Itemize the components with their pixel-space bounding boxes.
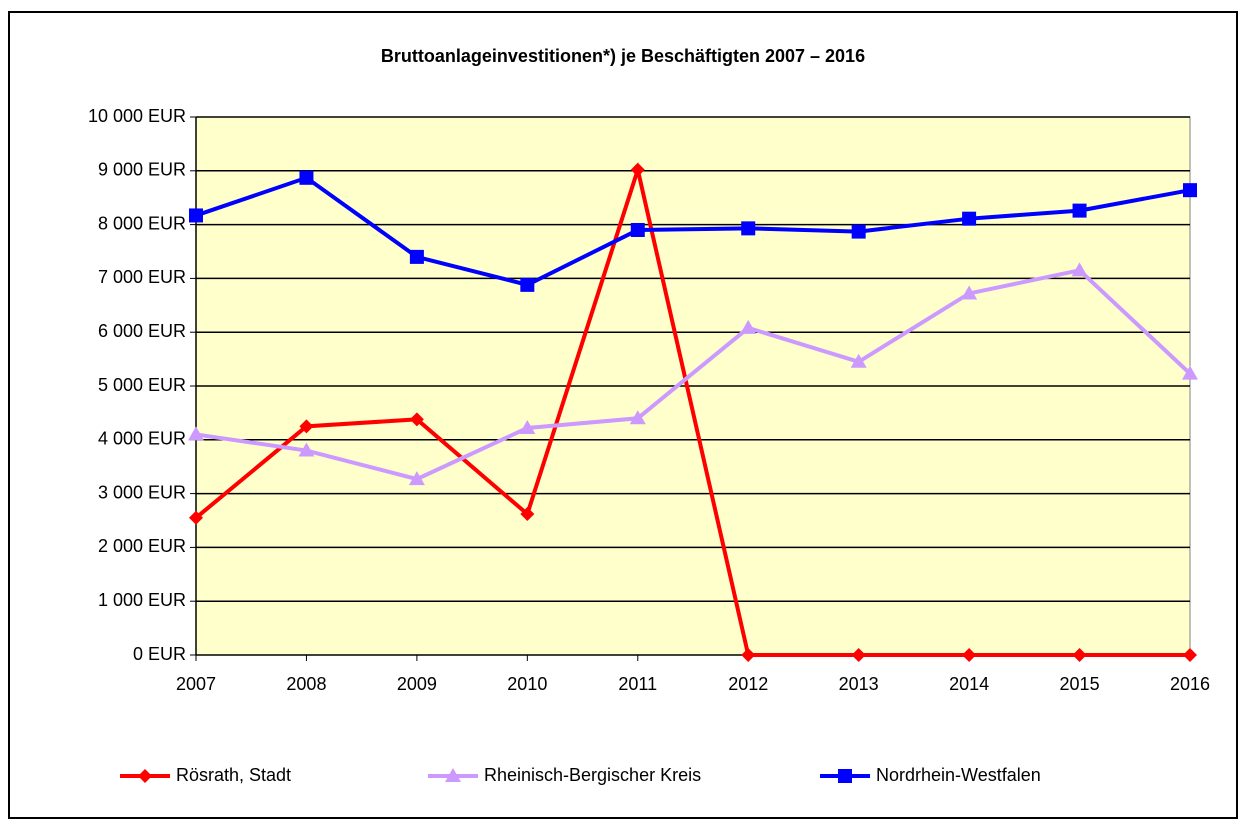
x-tick-label: 2016 [1170,674,1210,694]
x-tick-label: 2013 [839,674,879,694]
x-tick-label: 2008 [286,674,326,694]
marker [519,419,536,434]
legend-label: Rheinisch-Bergischer Kreis [484,765,701,785]
marker [299,170,314,185]
marker [520,507,535,522]
y-tick-label: 3 000 EUR [98,482,186,502]
marker [740,319,757,334]
series-line [195,268,1192,482]
marker [1072,203,1087,218]
marker [138,769,152,783]
marker [409,412,424,427]
y-tick-label: 7 000 EUR [98,267,186,287]
y-tick-label: 5 000 EUR [98,375,186,395]
marker [1072,648,1087,662]
y-tick-label: 8 000 EUR [98,213,186,233]
marker [1182,365,1198,380]
marker [851,648,866,662]
marker [408,471,425,486]
legend-label: Rösrath, Stadt [176,765,291,785]
y-tick-label: 6 000 EUR [98,321,186,341]
marker [189,208,203,223]
marker [1183,648,1197,662]
x-tick-label: 2010 [507,674,547,694]
marker [630,162,645,177]
y-tick-label: 1 000 EUR [98,590,186,610]
marker [962,648,977,662]
marker [1071,262,1088,277]
y-tick-label: 9 000 EUR [98,160,186,180]
marker [741,648,756,662]
x-tick-label: 2009 [397,674,437,694]
chart-title: Bruttoanlageinvestitionen*) je Beschäfti… [381,46,865,66]
marker [741,221,756,236]
x-tick-label: 2007 [176,674,216,694]
x-tick-label: 2015 [1060,674,1100,694]
x-tick-label: 2011 [618,674,657,694]
marker [188,426,204,441]
marker [445,768,461,782]
marker [189,510,203,525]
series-line [195,175,1191,287]
marker [629,410,646,425]
marker [850,353,867,368]
marker [409,249,424,264]
marker [851,224,866,239]
marker [520,277,535,292]
marker [630,222,645,237]
marker [298,442,315,457]
series-line [194,162,1190,657]
marker [299,419,314,434]
marker [962,211,977,226]
y-tick-label: 0 EUR [133,644,186,664]
x-tick-label: 2012 [728,674,768,694]
marker [838,769,852,783]
y-tick-label: 4 000 EUR [98,429,186,449]
y-tick-label: 10 000 EUR [88,106,186,126]
y-tick-label: 2 000 EUR [98,536,186,556]
marker [961,285,978,300]
legend-label: Nordrhein-Westfalen [876,765,1041,785]
marker [1183,183,1197,198]
x-tick-label: 2014 [949,674,989,694]
